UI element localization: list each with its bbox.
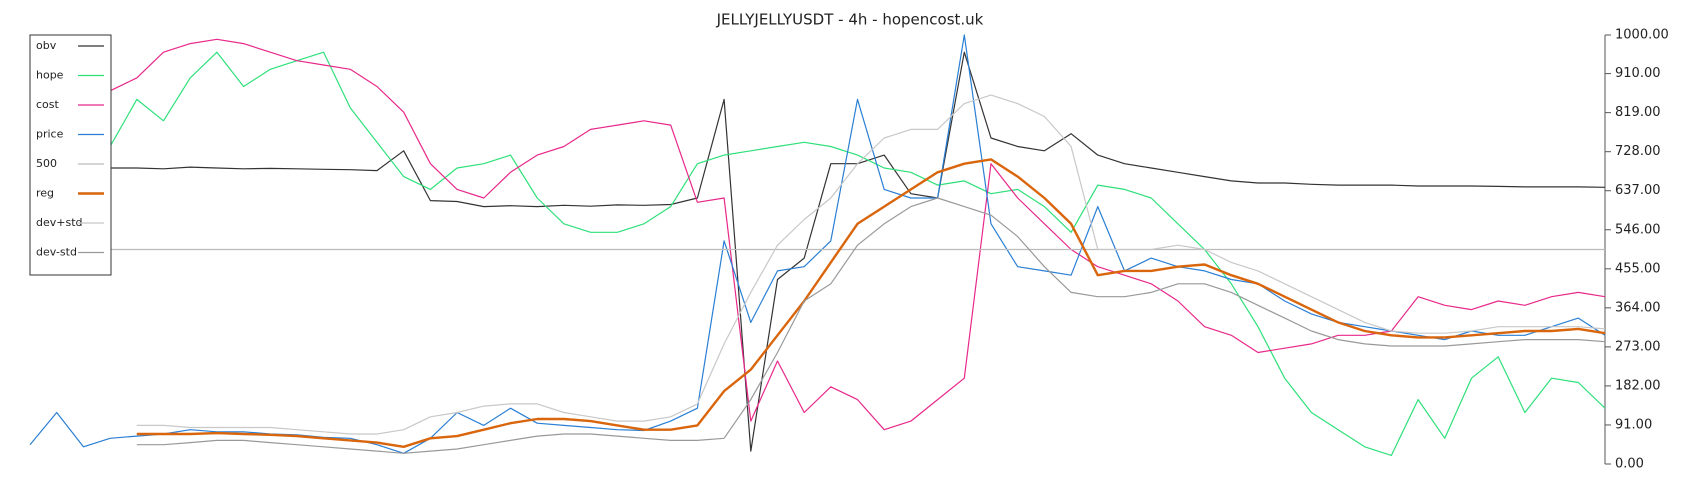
legend-label: reg: [36, 187, 54, 200]
y-tick-label: 182.00: [1615, 378, 1661, 393]
legend-label: dev+std: [36, 216, 83, 229]
series-line: [109, 38, 1606, 431]
y-tick-label: 0.00: [1615, 457, 1644, 472]
series-line: [110, 51, 1606, 452]
legend-label: hope: [36, 69, 64, 82]
legend-label: obv: [36, 39, 57, 52]
y-tick-label: 819.00: [1615, 105, 1661, 120]
series-line: [136, 158, 1606, 448]
chart-title: JELLYJELLYUSDT - 4h - hopencost.uk: [716, 11, 984, 29]
legend-label: dev-std: [36, 246, 77, 259]
legend-label: price: [36, 128, 64, 141]
y-tick-label: 1000.00: [1615, 28, 1669, 43]
y-tick-label: 455.00: [1615, 261, 1661, 276]
legend-label: 500: [36, 157, 57, 170]
y-tick-label: 910.00: [1615, 66, 1661, 81]
legend-label: cost: [36, 98, 60, 111]
y-tick-label: 728.00: [1615, 144, 1661, 159]
series-line: [29, 34, 1606, 454]
y-tick-label: 273.00: [1615, 339, 1661, 354]
series-line: [136, 197, 1606, 454]
y-tick-label: 364.00: [1615, 300, 1661, 315]
series-line: [109, 51, 1606, 456]
y-tick-label: 637.00: [1615, 183, 1661, 198]
y-tick-label: 546.00: [1615, 222, 1661, 237]
y-tick-label: 91.00: [1615, 417, 1652, 432]
series-line: [136, 94, 1606, 435]
